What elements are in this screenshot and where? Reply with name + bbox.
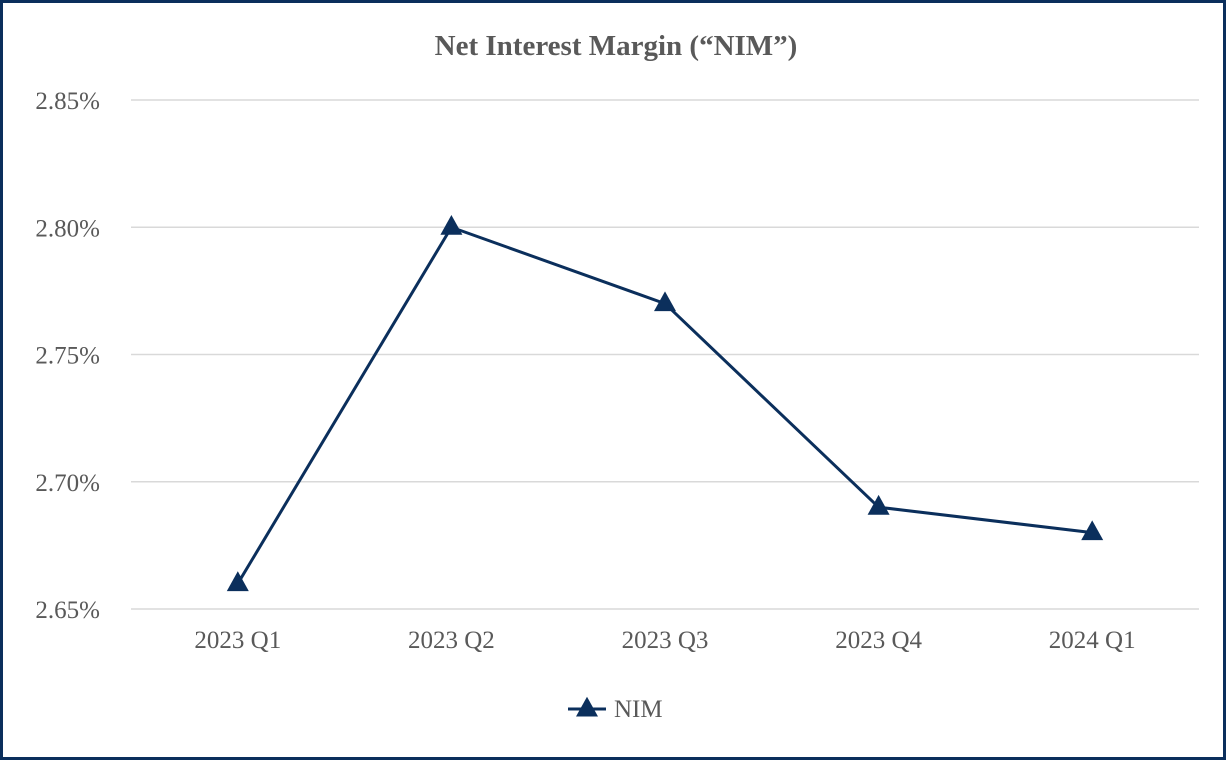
x-tick-label: 2023 Q2 (408, 627, 495, 654)
x-axis-ticks: 2023 Q1 2023 Q2 2023 Q3 2023 Q4 2024 Q1 (194, 627, 1135, 654)
legend: NIM (568, 696, 663, 723)
x-tick-label: 2023 Q4 (835, 627, 922, 654)
y-axis-ticks: 2.65% 2.70% 2.75% 2.80% 2.85% (35, 88, 100, 624)
nim-data-point-marker (867, 494, 890, 515)
y-tick-label: 2.85% (35, 88, 100, 115)
x-tick-label: 2024 Q1 (1049, 627, 1136, 654)
series-line-nim (236, 225, 1093, 585)
nim-data-point-marker (654, 291, 676, 312)
chart-title: Net Interest Margin (“NIM”) (435, 30, 798, 62)
nim-line-chart: Net Interest Margin (“NIM”) 2.65%2.70%2.… (35, 30, 1199, 723)
nim-data-point-marker (440, 214, 463, 235)
gridlines (131, 99, 1199, 610)
x-tick-label: 2023 Q3 (622, 627, 709, 654)
legend-label: NIM (614, 696, 663, 723)
legend-triangle-marker-icon (576, 696, 598, 717)
nim-data-point-marker (226, 571, 249, 592)
y-tick-label: 2.65% (35, 597, 100, 624)
series-layer (226, 214, 1104, 592)
y-tick-label: 2.70% (35, 470, 100, 497)
nim-data-point-marker (1081, 520, 1104, 541)
y-tick-label: 2.75% (35, 343, 100, 370)
y-tick-label: 2.80% (35, 215, 100, 242)
x-tick-label: 2023 Q1 (194, 627, 281, 654)
